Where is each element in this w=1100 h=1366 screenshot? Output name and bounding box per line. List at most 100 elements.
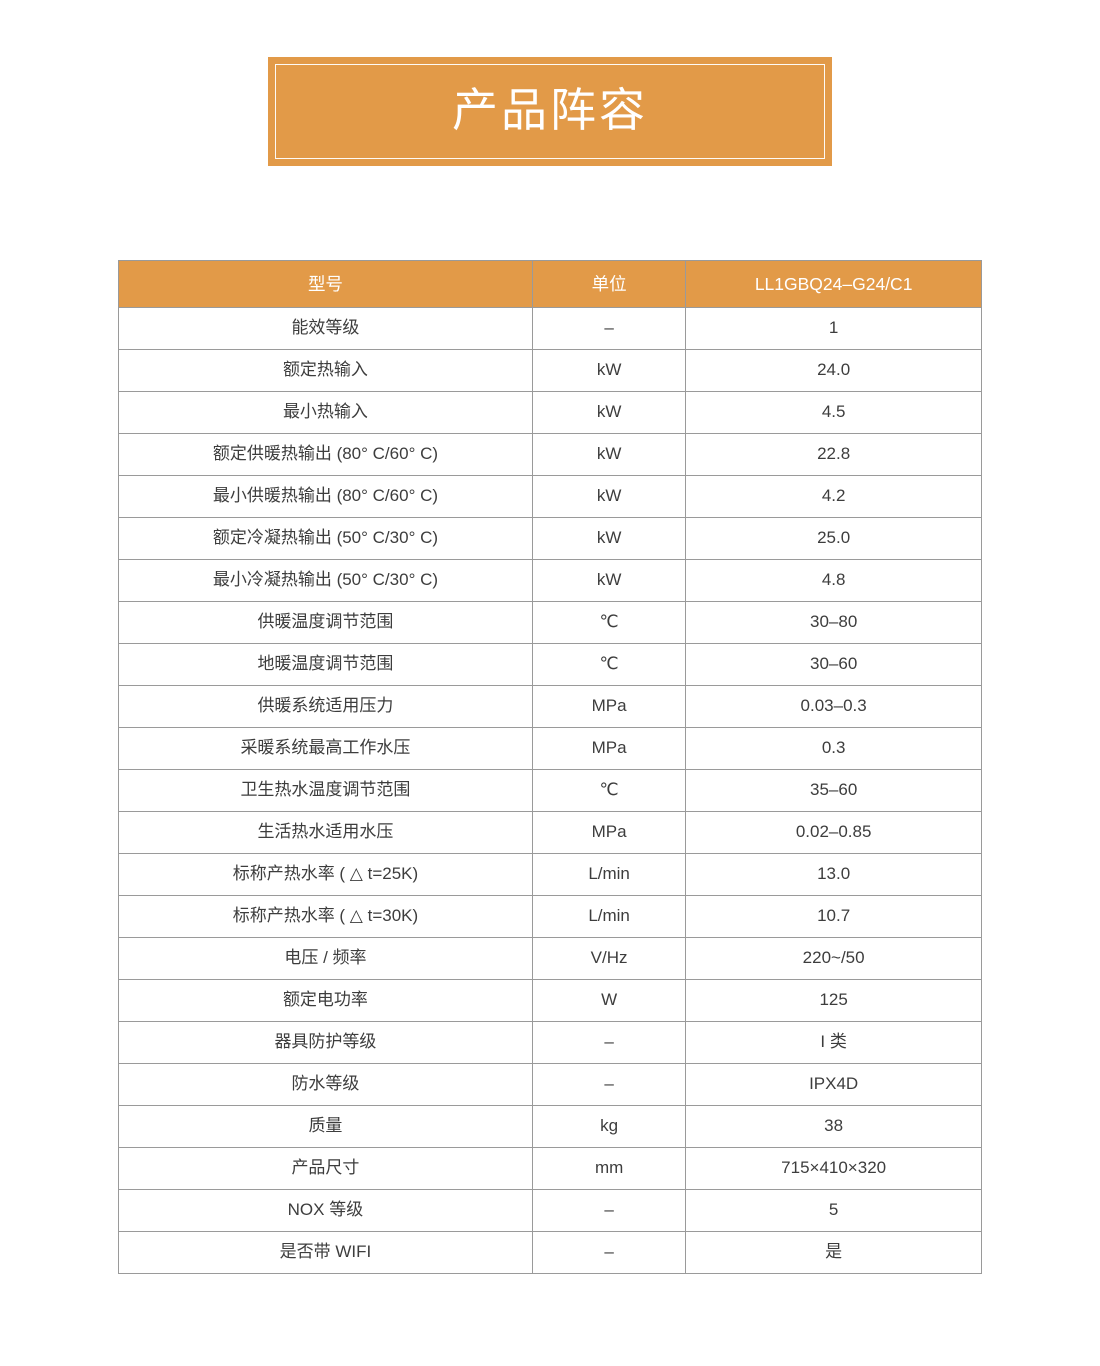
table-row: 额定热输入 kW 24.0 [119, 349, 981, 391]
spec-value: 1 [685, 308, 981, 349]
column-header-unit: 单位 [531, 261, 685, 307]
table-row: 产品尺寸 mm 715×410×320 [119, 1147, 981, 1189]
spec-value: 30–60 [685, 644, 981, 685]
spec-value: 125 [685, 980, 981, 1021]
spec-value: IPX4D [685, 1064, 981, 1105]
table-row: NOX 等级 – 5 [119, 1189, 981, 1231]
table-row: 标称产热水率 ( △ t=30K) L/min 10.7 [119, 895, 981, 937]
spec-label: NOX 等级 [287, 1200, 364, 1220]
spec-value: 4.2 [685, 476, 981, 517]
spec-unit: L/min [531, 896, 685, 937]
spec-label: 采暖系统最高工作水压 [240, 738, 411, 758]
spec-value: 24.0 [685, 350, 981, 391]
banner-inner-border: 产品阵容 [275, 64, 825, 159]
table-row: 标称产热水率 ( △ t=25K) L/min 13.0 [119, 853, 981, 895]
page-title-banner: 产品阵容 [268, 57, 832, 166]
spec-label: 额定供暖热输出 (80° C/60° C) [212, 444, 439, 464]
table-row: 电压 / 频率 V/Hz 220~/50 [119, 937, 981, 979]
spec-value: 220~/50 [685, 938, 981, 979]
spec-unit: MPa [531, 686, 685, 727]
spec-value: 30–80 [685, 602, 981, 643]
table-row: 额定冷凝热输出 (50° C/30° C) kW 25.0 [119, 517, 981, 559]
spec-value: 22.8 [685, 434, 981, 475]
spec-label: 地暖温度调节范围 [257, 654, 394, 674]
spec-unit: kW [531, 476, 685, 517]
spec-value: 0.03–0.3 [685, 686, 981, 727]
table-row: 卫生热水温度调节范围 ℃ 35–60 [119, 769, 981, 811]
spec-label: 防水等级 [291, 1074, 360, 1094]
spec-table-body: 能效等级 – 1 额定热输入 kW 24.0 最小热输入 kW 4.5 [119, 307, 981, 1273]
spec-value: 5 [685, 1190, 981, 1231]
spec-label: 卫生热水温度调节范围 [240, 780, 411, 800]
table-row: 供暖温度调节范围 ℃ 30–80 [119, 601, 981, 643]
spec-label: 产品尺寸 [291, 1158, 360, 1178]
spec-value: 38 [685, 1106, 981, 1147]
spec-label: 标称产热水率 ( △ t=30K) [232, 906, 419, 926]
spec-unit: MPa [531, 812, 685, 853]
table-row: 供暖系统适用压力 MPa 0.03–0.3 [119, 685, 981, 727]
spec-unit: kg [531, 1106, 685, 1147]
spec-unit: mm [531, 1148, 685, 1189]
spec-label: 器具防护等级 [274, 1032, 377, 1052]
table-row: 最小冷凝热输出 (50° C/30° C) kW 4.8 [119, 559, 981, 601]
spec-label: 供暖系统适用压力 [257, 696, 394, 716]
spec-label: 额定冷凝热输出 (50° C/30° C) [212, 528, 439, 548]
table-row: 防水等级 – IPX4D [119, 1063, 981, 1105]
spec-label: 额定热输入 [282, 360, 368, 380]
table-row: 器具防护等级 – I 类 [119, 1021, 981, 1063]
spec-label: 质量 [308, 1116, 343, 1136]
spec-label: 最小热输入 [282, 402, 368, 422]
spec-value: 0.3 [685, 728, 981, 769]
table-row: 能效等级 – 1 [119, 307, 981, 349]
spec-label: 生活热水适用水压 [257, 822, 394, 842]
spec-unit: ℃ [531, 602, 685, 643]
spec-value: 35–60 [685, 770, 981, 811]
spec-unit: L/min [531, 854, 685, 895]
spec-label: 最小供暖热输出 (80° C/60° C) [212, 486, 439, 506]
spec-unit: ℃ [531, 644, 685, 685]
spec-unit: kW [531, 434, 685, 475]
spec-value: 715×410×320 [685, 1148, 981, 1189]
table-row: 是否带 WIFI – 是 [119, 1231, 981, 1273]
spec-unit: kW [531, 392, 685, 433]
spec-value: 10.7 [685, 896, 981, 937]
spec-value: 4.5 [685, 392, 981, 433]
table-row: 最小热输入 kW 4.5 [119, 391, 981, 433]
table-row: 最小供暖热输出 (80° C/60° C) kW 4.2 [119, 475, 981, 517]
table-row: 质量 kg 38 [119, 1105, 981, 1147]
spec-unit: – [531, 1022, 685, 1063]
spec-value: 是 [685, 1232, 981, 1273]
spec-label: 是否带 WIFI [279, 1242, 372, 1262]
spec-unit: – [531, 1064, 685, 1105]
column-header-model-value: LL1GBQ24–G24/C1 [685, 261, 981, 307]
spec-value: 25.0 [685, 518, 981, 559]
spec-label: 供暖温度调节范围 [257, 612, 394, 632]
spec-label: 最小冷凝热输出 (50° C/30° C) [212, 570, 439, 590]
spec-unit: MPa [531, 728, 685, 769]
spec-label: 额定电功率 [282, 990, 368, 1010]
table-row: 额定电功率 W 125 [119, 979, 981, 1021]
table-row: 采暖系统最高工作水压 MPa 0.3 [119, 727, 981, 769]
column-header-model: 型号 [307, 273, 343, 294]
spec-unit: – [531, 308, 685, 349]
spec-unit: kW [531, 350, 685, 391]
page-title: 产品阵容 [452, 83, 648, 136]
spec-unit: W [531, 980, 685, 1021]
spec-unit: – [531, 1190, 685, 1231]
spec-unit: – [531, 1232, 685, 1273]
spec-value: 13.0 [685, 854, 981, 895]
spec-unit: kW [531, 518, 685, 559]
spec-value: 0.02–0.85 [685, 812, 981, 853]
spec-label: 能效等级 [291, 318, 360, 338]
spec-unit: kW [531, 560, 685, 601]
spec-value: 4.8 [685, 560, 981, 601]
spec-table-header-row: 型号 单位 LL1GBQ24–G24/C1 [119, 261, 981, 307]
table-row: 额定供暖热输出 (80° C/60° C) kW 22.8 [119, 433, 981, 475]
spec-unit: ℃ [531, 770, 685, 811]
spec-label: 标称产热水率 ( △ t=25K) [232, 864, 419, 884]
table-row: 地暖温度调节范围 ℃ 30–60 [119, 643, 981, 685]
spec-value: I 类 [685, 1022, 981, 1063]
spec-unit: V/Hz [531, 938, 685, 979]
table-row: 生活热水适用水压 MPa 0.02–0.85 [119, 811, 981, 853]
